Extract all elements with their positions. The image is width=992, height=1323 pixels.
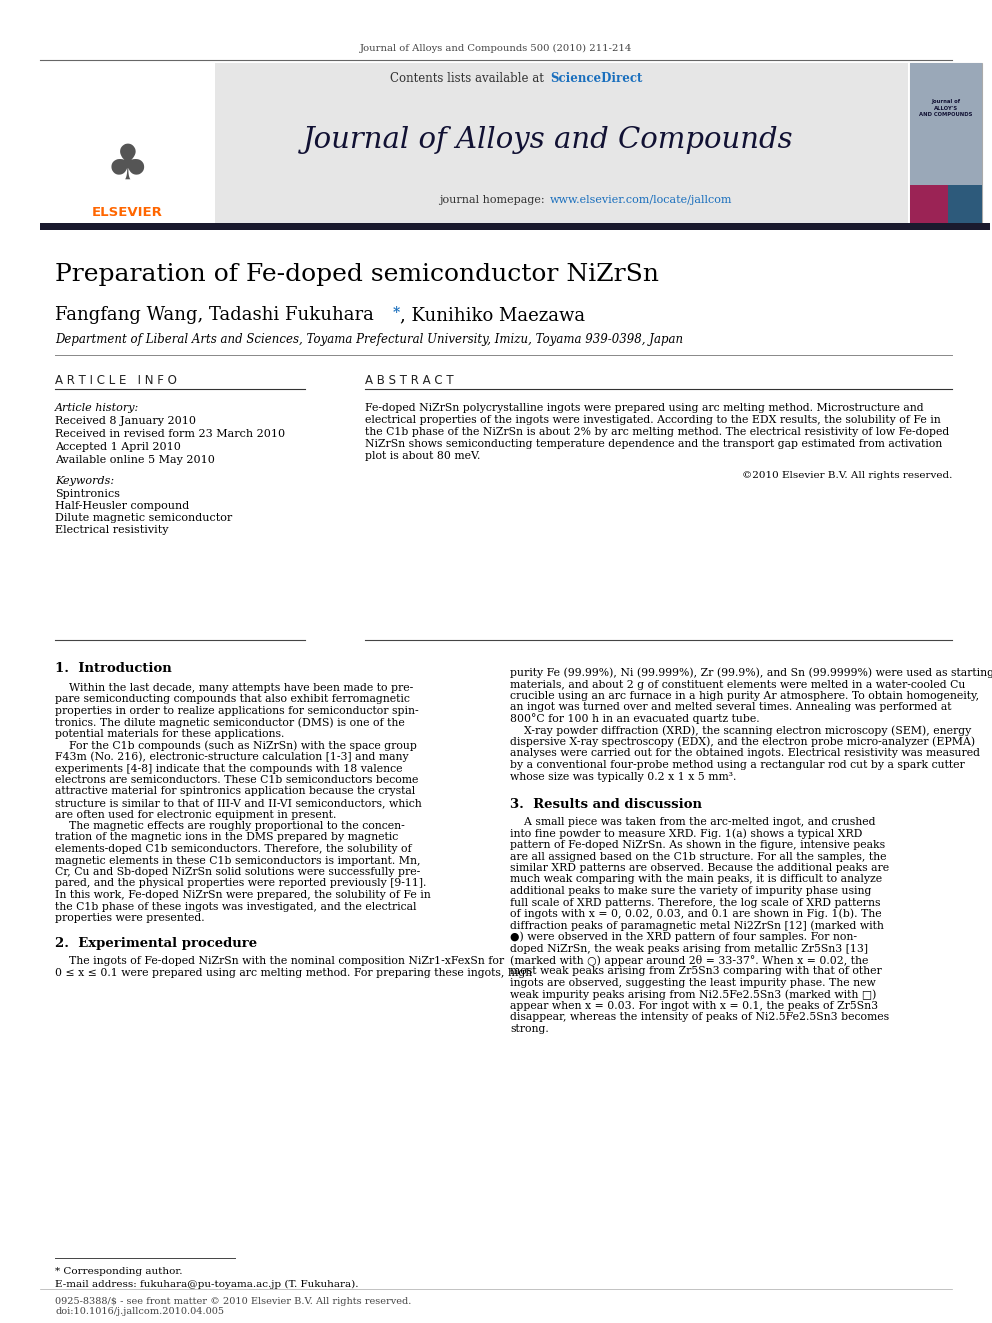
- Text: by a conventional four-probe method using a rectangular rod cut by a spark cutte: by a conventional four-probe method usin…: [510, 759, 965, 770]
- Text: NiZrSn shows semiconducting temperature dependence and the transport gap estimat: NiZrSn shows semiconducting temperature …: [365, 439, 942, 448]
- Text: most weak peaks arising from Zr5Sn3 comparing with that of other: most weak peaks arising from Zr5Sn3 comp…: [510, 967, 882, 976]
- Text: Within the last decade, many attempts have been made to pre-: Within the last decade, many attempts ha…: [55, 683, 414, 693]
- Text: Journal of
ALLOY'S
AND COMPOUNDS: Journal of ALLOY'S AND COMPOUNDS: [920, 99, 973, 118]
- Text: structure is similar to that of III-V and II-VI semiconductors, which: structure is similar to that of III-V an…: [55, 798, 422, 808]
- Text: full scale of XRD patterns. Therefore, the log scale of XRD patterns: full scale of XRD patterns. Therefore, t…: [510, 897, 881, 908]
- Text: strong.: strong.: [510, 1024, 549, 1035]
- Text: an ingot was turned over and melted several times. Annealing was performed at: an ingot was turned over and melted seve…: [510, 703, 951, 713]
- Text: properties in order to realize applications for semiconductor spin-: properties in order to realize applicati…: [55, 706, 419, 716]
- Text: electrical properties of the ingots were investigated. According to the EDX resu: electrical properties of the ingots were…: [365, 415, 940, 425]
- Text: journal homepage:: journal homepage:: [438, 194, 548, 205]
- Text: dispersive X-ray spectroscopy (EDX), and the electron probe micro-analyzer (EPMA: dispersive X-ray spectroscopy (EDX), and…: [510, 737, 975, 747]
- Text: pare semiconducting compounds that also exhibit ferromagnetic: pare semiconducting compounds that also …: [55, 695, 410, 705]
- Text: Accepted 1 April 2010: Accepted 1 April 2010: [55, 442, 181, 452]
- Text: magnetic elements in these C1b semiconductors is important. Mn,: magnetic elements in these C1b semicondu…: [55, 856, 421, 865]
- Text: similar XRD patterns are observed. Because the additional peaks are: similar XRD patterns are observed. Becau…: [510, 863, 889, 873]
- Text: the C1b phase of the NiZrSn is about 2% by arc melting method. The electrical re: the C1b phase of the NiZrSn is about 2% …: [365, 427, 949, 437]
- Text: ScienceDirect: ScienceDirect: [550, 71, 643, 85]
- Text: elements-doped C1b semiconductors. Therefore, the solubility of: elements-doped C1b semiconductors. There…: [55, 844, 412, 855]
- Text: experiments [4-8] indicate that the compounds with 18 valence: experiments [4-8] indicate that the comp…: [55, 763, 403, 774]
- Text: materials, and about 2 g of constituent elements were melted in a water-cooled C: materials, and about 2 g of constituent …: [510, 680, 965, 689]
- Text: Available online 5 May 2010: Available online 5 May 2010: [55, 455, 215, 464]
- Text: The magnetic effects are roughly proportional to the concen-: The magnetic effects are roughly proport…: [55, 822, 405, 831]
- Text: doped NiZrSn, the weak peaks arising from metallic Zr5Sn3 [13]: doped NiZrSn, the weak peaks arising fro…: [510, 943, 868, 954]
- Text: Keywords:: Keywords:: [55, 476, 114, 486]
- Text: 0925-8388/$ - see front matter © 2010 Elsevier B.V. All rights reserved.: 0925-8388/$ - see front matter © 2010 El…: [55, 1297, 412, 1306]
- Text: of ingots with x = 0, 0.02, 0.03, and 0.1 are shown in Fig. 1(b). The: of ingots with x = 0, 0.02, 0.03, and 0.…: [510, 909, 882, 919]
- Text: * Corresponding author.: * Corresponding author.: [55, 1267, 183, 1277]
- Text: A B S T R A C T: A B S T R A C T: [365, 373, 453, 386]
- Text: In this work, Fe-doped NiZrSn were prepared, the solubility of Fe in: In this work, Fe-doped NiZrSn were prepa…: [55, 890, 431, 900]
- Text: into fine powder to measure XRD. Fig. 1(a) shows a typical XRD: into fine powder to measure XRD. Fig. 1(…: [510, 828, 862, 839]
- Text: Article history:: Article history:: [55, 404, 139, 413]
- Text: properties were presented.: properties were presented.: [55, 913, 204, 923]
- FancyBboxPatch shape: [910, 185, 948, 225]
- Text: F43m (No. 216), electronic-structure calculation [1-3] and many: F43m (No. 216), electronic-structure cal…: [55, 751, 409, 762]
- Text: pattern of Fe-doped NiZrSn. As shown in the figure, intensive peaks: pattern of Fe-doped NiZrSn. As shown in …: [510, 840, 885, 849]
- Text: electrons are semiconductors. These C1b semiconductors become: electrons are semiconductors. These C1b …: [55, 775, 419, 785]
- Text: Fe-doped NiZrSn polycrystalline ingots were prepared using arc melting method. M: Fe-doped NiZrSn polycrystalline ingots w…: [365, 404, 924, 413]
- Text: ●) were observed in the XRD pattern of four samples. For non-: ●) were observed in the XRD pattern of f…: [510, 931, 857, 942]
- Text: Contents lists available at: Contents lists available at: [391, 71, 548, 85]
- Text: A R T I C L E   I N F O: A R T I C L E I N F O: [55, 373, 177, 386]
- Text: For the C1b compounds (such as NiZrSn) with the space group: For the C1b compounds (such as NiZrSn) w…: [55, 741, 417, 750]
- Text: Received 8 January 2010: Received 8 January 2010: [55, 415, 196, 426]
- Text: A small piece was taken from the arc-melted ingot, and crushed: A small piece was taken from the arc-mel…: [510, 818, 876, 827]
- Text: Journal of Alloys and Compounds 500 (2010) 211-214: Journal of Alloys and Compounds 500 (201…: [360, 44, 632, 53]
- FancyBboxPatch shape: [910, 64, 982, 185]
- Text: weak impurity peaks arising from Ni2.5Fe2.5Sn3 (marked with □): weak impurity peaks arising from Ni2.5Fe…: [510, 990, 876, 1000]
- Text: Department of Liberal Arts and Sciences, Toyama Prefectural University, Imizu, T: Department of Liberal Arts and Sciences,…: [55, 333, 683, 347]
- Text: ♣: ♣: [105, 142, 149, 189]
- Text: Spintronics: Spintronics: [55, 490, 120, 499]
- FancyBboxPatch shape: [40, 64, 908, 225]
- Text: are all assigned based on the C1b structure. For all the samples, the: are all assigned based on the C1b struct…: [510, 852, 887, 861]
- Text: whose size was typically 0.2 x 1 x 5 mm³.: whose size was typically 0.2 x 1 x 5 mm³…: [510, 771, 736, 782]
- Text: , Kunihiko Maezawa: , Kunihiko Maezawa: [400, 306, 585, 324]
- Text: additional peaks to make sure the variety of impurity phase using: additional peaks to make sure the variet…: [510, 886, 871, 896]
- Text: www.elsevier.com/locate/jallcom: www.elsevier.com/locate/jallcom: [550, 194, 732, 205]
- Text: X-ray powder diffraction (XRD), the scanning electron microscopy (SEM), energy: X-ray powder diffraction (XRD), the scan…: [510, 725, 971, 736]
- Text: E-mail address: fukuhara@pu-toyama.ac.jp (T. Fukuhara).: E-mail address: fukuhara@pu-toyama.ac.jp…: [55, 1279, 358, 1289]
- Text: Journal of Alloys and Compounds: Journal of Alloys and Compounds: [303, 126, 794, 153]
- Text: attractive material for spintronics application because the crystal: attractive material for spintronics appl…: [55, 786, 416, 796]
- Text: 1.  Introduction: 1. Introduction: [55, 662, 172, 675]
- Text: tration of the magnetic ions in the DMS prepared by magnetic: tration of the magnetic ions in the DMS …: [55, 832, 398, 843]
- FancyBboxPatch shape: [910, 64, 982, 225]
- Text: 800°C for 100 h in an evacuated quartz tube.: 800°C for 100 h in an evacuated quartz t…: [510, 713, 760, 725]
- Text: much weak comparing with the main peaks, it is difficult to analyze: much weak comparing with the main peaks,…: [510, 875, 882, 885]
- Text: purity Fe (99.99%), Ni (99.999%), Zr (99.9%), and Sn (99.9999%) were used as sta: purity Fe (99.99%), Ni (99.999%), Zr (99…: [510, 668, 992, 679]
- Text: Received in revised form 23 March 2010: Received in revised form 23 March 2010: [55, 429, 285, 439]
- Text: analyses were carried out for the obtained ingots. Electrical resistivity was me: analyses were carried out for the obtain…: [510, 749, 980, 758]
- Text: Half-Heusler compound: Half-Heusler compound: [55, 501, 189, 511]
- Text: diffraction peaks of paramagnetic metal Ni2ZrSn [12] (marked with: diffraction peaks of paramagnetic metal …: [510, 921, 884, 931]
- Text: ©2010 Elsevier B.V. All rights reserved.: ©2010 Elsevier B.V. All rights reserved.: [742, 471, 952, 480]
- FancyBboxPatch shape: [40, 64, 215, 225]
- Text: appear when x = 0.03. For ingot with x = 0.1, the peaks of Zr5Sn3: appear when x = 0.03. For ingot with x =…: [510, 1002, 878, 1011]
- Text: Dilute magnetic semiconductor: Dilute magnetic semiconductor: [55, 513, 232, 523]
- Text: 2.  Experimental procedure: 2. Experimental procedure: [55, 937, 257, 950]
- Text: crucible using an arc furnace in a high purity Ar atmosphere. To obtain homogene: crucible using an arc furnace in a high …: [510, 691, 979, 701]
- Text: 3.  Results and discussion: 3. Results and discussion: [510, 798, 702, 811]
- FancyBboxPatch shape: [948, 185, 982, 225]
- FancyBboxPatch shape: [40, 224, 990, 230]
- Text: pared, and the physical properties were reported previously [9-11].: pared, and the physical properties were …: [55, 878, 427, 889]
- Text: Electrical resistivity: Electrical resistivity: [55, 525, 169, 534]
- Text: plot is about 80 meV.: plot is about 80 meV.: [365, 451, 480, 460]
- Text: (marked with ○) appear around 2θ = 33-37°. When x = 0.02, the: (marked with ○) appear around 2θ = 33-37…: [510, 954, 868, 966]
- Text: The ingots of Fe-doped NiZrSn with the nominal composition NiZr1-xFexSn for: The ingots of Fe-doped NiZrSn with the n…: [55, 957, 504, 967]
- Text: Preparation of Fe-doped semiconductor NiZrSn: Preparation of Fe-doped semiconductor Ni…: [55, 263, 659, 287]
- Text: tronics. The dilute magnetic semiconductor (DMS) is one of the: tronics. The dilute magnetic semiconduct…: [55, 717, 405, 728]
- Text: Cr, Cu and Sb-doped NiZrSn solid solutions were successfully pre-: Cr, Cu and Sb-doped NiZrSn solid solutio…: [55, 867, 421, 877]
- Text: potential materials for these applications.: potential materials for these applicatio…: [55, 729, 285, 740]
- Text: doi:10.1016/j.jallcom.2010.04.005: doi:10.1016/j.jallcom.2010.04.005: [55, 1307, 224, 1316]
- Text: the C1b phase of these ingots was investigated, and the electrical: the C1b phase of these ingots was invest…: [55, 901, 417, 912]
- Text: Fangfang Wang, Tadashi Fukuhara: Fangfang Wang, Tadashi Fukuhara: [55, 306, 374, 324]
- Text: *: *: [393, 306, 400, 320]
- Text: ELSEVIER: ELSEVIER: [91, 205, 163, 218]
- Text: 0 ≤ x ≤ 0.1 were prepared using arc melting method. For preparing these ingots, : 0 ≤ x ≤ 0.1 were prepared using arc melt…: [55, 968, 533, 978]
- Text: are often used for electronic equipment in present.: are often used for electronic equipment …: [55, 810, 336, 819]
- Text: ingots are observed, suggesting the least impurity phase. The new: ingots are observed, suggesting the leas…: [510, 978, 876, 988]
- Text: disappear, whereas the intensity of peaks of Ni2.5Fe2.5Sn3 becomes: disappear, whereas the intensity of peak…: [510, 1012, 889, 1023]
